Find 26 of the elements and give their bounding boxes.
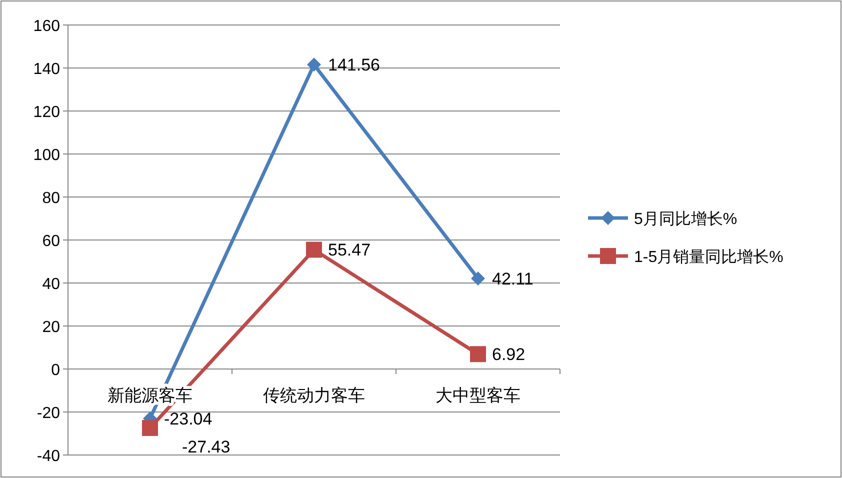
y-tick-label: 0 (51, 362, 60, 379)
y-tick-label: 80 (42, 190, 60, 207)
y-tick-label: 160 (33, 18, 60, 35)
point (142, 420, 158, 436)
legend-label: 5月同比增长% (634, 210, 738, 228)
y-tick-label: 140 (33, 61, 60, 78)
data-label: -27.43 (182, 438, 230, 457)
x-tick-label: 大中型客车 (436, 386, 520, 405)
y-tick-label: 20 (42, 319, 60, 336)
data-label: 6.92 (492, 345, 526, 364)
y-tick-label: -40 (36, 448, 60, 465)
point (470, 346, 486, 362)
data-label: 141.56 (328, 56, 380, 75)
point (307, 58, 321, 72)
x-tick-label: 传统动力客车 (263, 386, 365, 405)
y-tick-label: 40 (42, 276, 60, 293)
point (306, 242, 322, 258)
legend-label: 1-5月销量同比增长% (634, 248, 784, 266)
point (471, 271, 485, 286)
data-label: -23.04 (164, 410, 212, 429)
y-tick-label: 120 (33, 104, 60, 121)
y-tick-label: -20 (36, 405, 60, 422)
y-tick-label: 60 (42, 233, 60, 250)
data-label: 55.47 (328, 240, 371, 260)
data-label: 42.11 (492, 269, 534, 288)
y-tick-label: 100 (33, 147, 60, 164)
